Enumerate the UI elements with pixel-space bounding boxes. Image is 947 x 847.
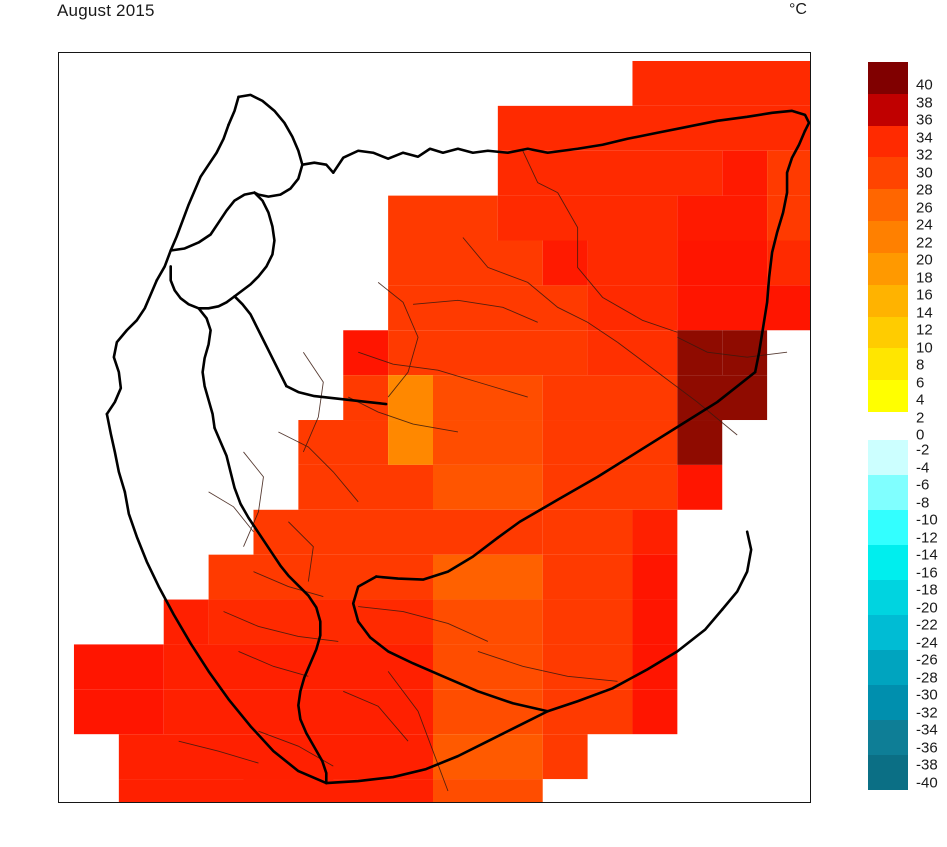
colorbar-tick-label: 4: [916, 391, 925, 409]
colorbar-tick-label: 28: [916, 181, 933, 199]
heatmap-cells: [73, 60, 810, 802]
colorbar-band: [868, 316, 908, 349]
colorbar-tick-label: -30: [916, 686, 938, 704]
colorbar-tick-label: 40: [916, 76, 933, 94]
colorbar-tick-label: -12: [916, 529, 938, 546]
temperature-heatmap-canvas: [73, 60, 810, 802]
colorbar-tick-label: -24: [916, 634, 938, 651]
colorbar-tick-label: 36: [916, 111, 933, 129]
colorbar-band: [868, 93, 908, 126]
colorbar-band: [868, 510, 908, 545]
colorbar-tick-label: 24: [916, 216, 933, 234]
colorbar-band: [868, 157, 908, 190]
colorbar-tick-label: 32: [916, 146, 933, 164]
colorbar-cool: [868, 440, 908, 790]
colorbar-tick-label: -4: [916, 459, 930, 476]
colorbar-tick-label: 6: [916, 374, 925, 391]
colorbar-tick-label: -8: [916, 494, 930, 511]
colorbar-tick-label: -32: [916, 704, 938, 721]
colorbar-tick-label: 2: [916, 409, 925, 426]
colorbar-tick-label: 18: [916, 269, 933, 286]
colorbar-band: [868, 440, 908, 475]
colorbar-band: [868, 650, 908, 685]
colorbar-band: [868, 615, 908, 650]
colorbar-tick-label: -14: [916, 546, 938, 564]
colorbar-tick-label: -6: [916, 476, 930, 494]
colorbar-tick-label: -2: [916, 441, 930, 459]
colorbar-band: [868, 580, 908, 615]
colorbar-band: [868, 685, 908, 720]
colorbar-tick-label: -34: [916, 721, 938, 739]
colorbar-tick-label: -36: [916, 739, 938, 756]
colorbar-band: [868, 720, 908, 755]
colorbar-tick-label: 22: [916, 234, 933, 251]
colorbar-band: [868, 475, 908, 510]
colorbar-band: [868, 125, 908, 158]
colorbar-band: [868, 221, 908, 253]
colorbar-tick-label: -18: [916, 581, 938, 599]
colorbar-tick-label: 30: [916, 164, 933, 181]
colorbar-tick-label: -10: [916, 511, 938, 529]
colorbar-band: [868, 284, 908, 317]
colorbar-tick-label: 38: [916, 94, 933, 111]
colorbar-tick-label: -38: [916, 756, 938, 774]
colorbar-band: [868, 348, 908, 381]
colorbar-band: [868, 189, 908, 222]
colorbar-band: [868, 755, 908, 790]
colorbar-tick-label: 10: [916, 339, 933, 356]
colorbar-tick-label: 0: [916, 426, 925, 444]
colorbar-tick-label: 26: [916, 199, 933, 216]
page-title: August 2015: [57, 1, 155, 20]
admin-boundaries: [178, 150, 788, 792]
colorbar-warm: [868, 62, 908, 412]
colorbar-tick-label: -26: [916, 651, 938, 669]
colorbar-tick-label: 14: [916, 304, 933, 321]
colorbar-tick-label: 20: [916, 251, 933, 269]
colorbar-tick-label: 34: [916, 129, 933, 146]
colorbar-tick-label: 16: [916, 286, 933, 304]
colorbar-band: [868, 62, 908, 94]
colorbar-tick-label: 12: [916, 321, 933, 339]
colorbar-band: [868, 252, 908, 285]
country-borders: [105, 93, 810, 785]
colorbar-tick-label: -28: [916, 669, 938, 686]
colorbar-band: [868, 545, 908, 580]
colorbar-tick-label: -16: [916, 564, 938, 581]
colorbar-tick-label: -22: [916, 616, 938, 634]
colorbar-band: [868, 380, 908, 412]
colorbar-tick-label: -40: [916, 774, 938, 791]
units-label: °C: [789, 1, 807, 18]
colorbar-tick-label: 8: [916, 356, 925, 374]
map-plot-frame: 35N 30N 35E 40E: [58, 52, 811, 803]
colorbar-tick-label: -20: [916, 599, 938, 616]
